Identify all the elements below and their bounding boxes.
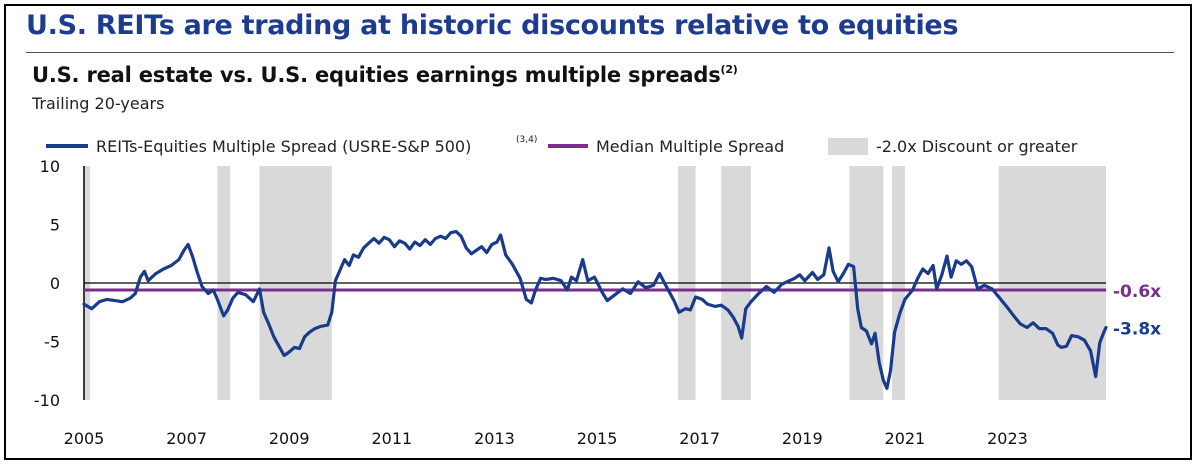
x-tick-label: 2007 — [166, 429, 207, 448]
y-tick-label: 0 — [50, 274, 60, 293]
headline-rule — [26, 52, 1174, 53]
chart-title-footnote: (2) — [720, 63, 738, 76]
y-tick-label: 10 — [40, 157, 60, 176]
x-tick-label: 2019 — [782, 429, 823, 448]
end-labels: -0.6x -3.8x — [1113, 282, 1161, 339]
legend-median-label: Median Multiple Spread — [596, 137, 784, 156]
latest-value-label: -3.8x — [1113, 319, 1161, 339]
spread-series-line — [82, 229, 1108, 390]
plot-lines — [82, 229, 1108, 390]
legend-series-label: REITs-Equities Multiple Spread (USRE-S&P… — [96, 137, 471, 156]
page-headline: U.S. REITs are trading at historic disco… — [26, 10, 959, 41]
chart-title-text: U.S. real estate vs. U.S. equities earni… — [32, 63, 721, 87]
y-tick-label: -10 — [34, 391, 60, 410]
x-tick-label: 2011 — [371, 429, 412, 448]
legend-series-footnote: (3,4) — [516, 135, 537, 145]
x-tick-label: 2017 — [679, 429, 720, 448]
chart-subtitle: Trailing 20-years — [32, 94, 165, 113]
x-tick-label: 2013 — [474, 429, 515, 448]
legend-shade-swatch — [828, 138, 868, 155]
y-tick-label: 5 — [50, 216, 60, 235]
x-tick-label: 2009 — [269, 429, 310, 448]
x-tick-label: 2005 — [64, 429, 105, 448]
chart-title: U.S. real estate vs. U.S. equities earni… — [32, 63, 738, 87]
legend: REITs-Equities Multiple Spread (USRE-S&P… — [46, 135, 1078, 156]
x-tick-label: 2015 — [577, 429, 618, 448]
chart-frame — [4, 4, 1192, 460]
y-tick-label: -5 — [44, 333, 60, 352]
x-tick-label: 2023 — [987, 429, 1028, 448]
legend-shade-label: -2.0x Discount or greater — [876, 137, 1078, 156]
x-tick-label: 2021 — [885, 429, 926, 448]
median-value-label: -0.6x — [1113, 282, 1161, 302]
